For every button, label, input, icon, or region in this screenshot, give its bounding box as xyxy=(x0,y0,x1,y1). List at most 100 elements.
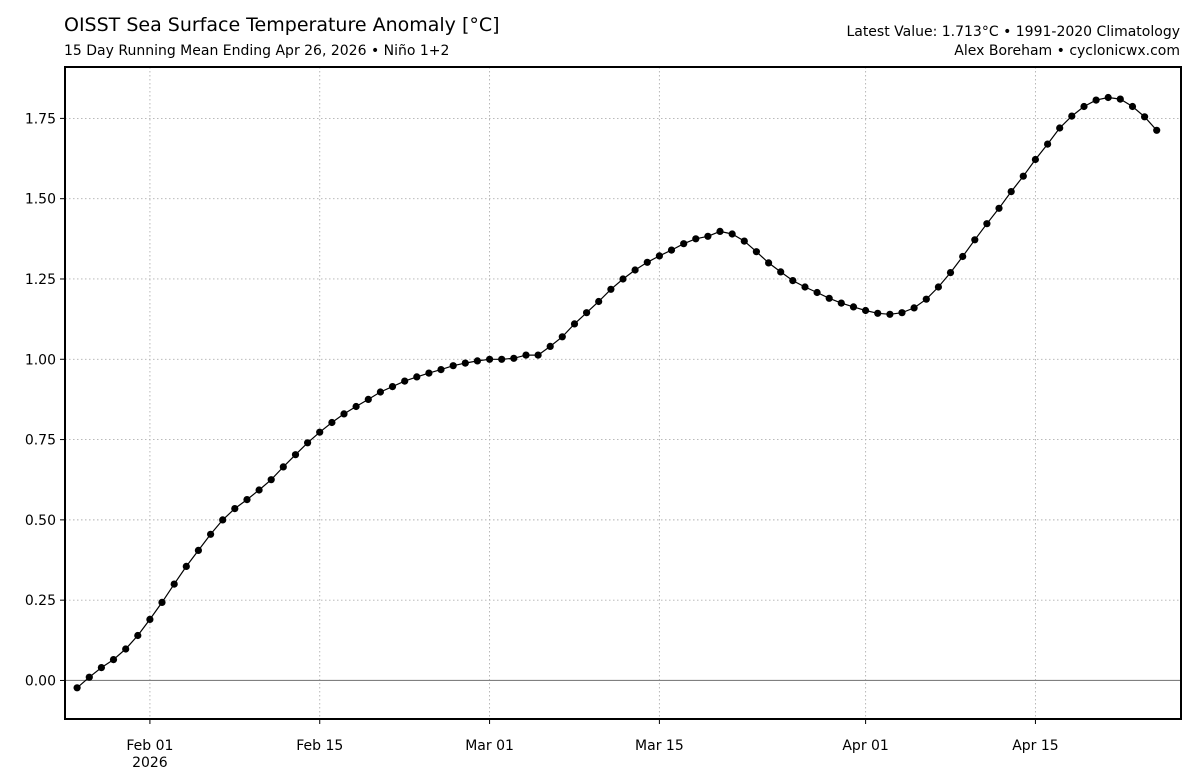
data-point xyxy=(328,418,336,427)
data-point xyxy=(546,342,554,350)
y-tick-label: 1.00 xyxy=(25,352,56,368)
data-point xyxy=(595,297,603,306)
data-point xyxy=(231,505,239,513)
data-point xyxy=(182,562,190,571)
data-point xyxy=(122,645,130,653)
data-point xyxy=(959,252,967,261)
x-tick-label: Apr 01 xyxy=(842,738,888,754)
data-point xyxy=(570,320,579,328)
data-point xyxy=(267,476,275,484)
y-tick-label: 1.25 xyxy=(25,272,56,288)
data-point xyxy=(692,235,700,243)
axes-group: 0.00 0.25 0.50 0.75 1.00 1.25 1.50 1.75 Feb 0120… xyxy=(25,66,1182,771)
x-tick-label: Mar 15 xyxy=(635,738,684,754)
x-tick-label: Apr 15 xyxy=(1012,738,1058,754)
data-point xyxy=(607,285,615,293)
data-point xyxy=(510,354,518,362)
data-point xyxy=(255,486,263,494)
y-tick-label: 0.75 xyxy=(25,433,56,449)
data-point xyxy=(437,366,445,374)
data-point xyxy=(971,236,979,244)
data-point xyxy=(680,240,688,248)
data-point xyxy=(401,377,409,385)
series-group xyxy=(73,93,1161,692)
data-point xyxy=(1056,124,1064,132)
data-point xyxy=(1044,140,1052,148)
data-point xyxy=(413,373,421,381)
data-point xyxy=(995,204,1003,212)
grid-lines xyxy=(65,67,1181,719)
data-point xyxy=(862,306,870,315)
data-point xyxy=(813,288,821,297)
data-point xyxy=(716,227,724,235)
data-point xyxy=(170,580,178,588)
data-point xyxy=(558,333,566,341)
data-point xyxy=(146,615,154,624)
data-point xyxy=(874,309,882,317)
data-point xyxy=(946,269,955,277)
data-point xyxy=(789,277,797,285)
data-point xyxy=(134,631,142,640)
data-point xyxy=(194,546,202,555)
data-point xyxy=(486,355,494,363)
data-point xyxy=(534,351,542,359)
data-point xyxy=(498,355,506,363)
data-point xyxy=(740,237,748,245)
y-tick-label: 0.50 xyxy=(25,513,56,529)
data-point xyxy=(910,304,918,312)
data-point xyxy=(291,451,300,459)
data-point xyxy=(449,362,457,370)
x-tick-label: Feb 01 xyxy=(126,738,173,754)
data-point xyxy=(619,275,627,283)
data-point xyxy=(983,220,991,228)
data-point xyxy=(352,402,360,411)
data-point xyxy=(1104,93,1112,102)
data-point xyxy=(825,294,833,302)
plot-frame xyxy=(64,66,1182,720)
latest-value-text: Latest Value: 1.713°C • 1991-2020 Climat… xyxy=(846,24,1180,40)
data-point xyxy=(898,309,906,317)
data-point xyxy=(207,530,215,538)
data-point xyxy=(1019,172,1027,180)
data-point xyxy=(922,295,930,303)
y-tick-label: 1.75 xyxy=(25,111,56,127)
data-point xyxy=(934,283,943,291)
data-point xyxy=(1141,113,1149,121)
data-point xyxy=(473,357,481,365)
y-tick-label: 0.25 xyxy=(25,593,56,609)
data-point xyxy=(219,516,227,524)
y-tick-label: 1.50 xyxy=(25,192,56,208)
data-point xyxy=(777,268,785,276)
data-point xyxy=(631,266,639,274)
x-tick-label: Feb 15 xyxy=(296,738,343,754)
x-tick-label: Mar 01 xyxy=(465,738,514,754)
series-line xyxy=(76,96,1158,689)
data-point xyxy=(316,428,324,436)
data-point xyxy=(667,246,676,254)
data-point xyxy=(704,232,712,240)
credit-text: Alex Boreham • cyclonicwx.com xyxy=(954,43,1180,59)
data-point xyxy=(388,383,397,391)
data-point xyxy=(461,359,469,367)
chart-title: OISST Sea Surface Temperature Anomaly [°… xyxy=(64,14,500,36)
data-point xyxy=(1031,155,1039,164)
data-point xyxy=(583,309,591,317)
x-tick-year-label: 2026 xyxy=(132,755,168,771)
data-point xyxy=(728,230,736,238)
data-point xyxy=(849,303,858,311)
data-point xyxy=(304,439,312,447)
data-point xyxy=(340,410,348,418)
data-point xyxy=(97,664,105,672)
data-point xyxy=(425,369,433,377)
data-point xyxy=(279,463,287,471)
data-point xyxy=(765,259,773,267)
data-point xyxy=(1092,96,1100,104)
data-point xyxy=(243,496,251,504)
data-point xyxy=(752,248,761,256)
data-point xyxy=(1007,188,1015,196)
data-point xyxy=(158,598,166,607)
data-point xyxy=(1080,102,1088,111)
data-point xyxy=(73,684,81,692)
chart-subtitle: 15 Day Running Mean Ending Apr 26, 2026 … xyxy=(64,43,450,59)
